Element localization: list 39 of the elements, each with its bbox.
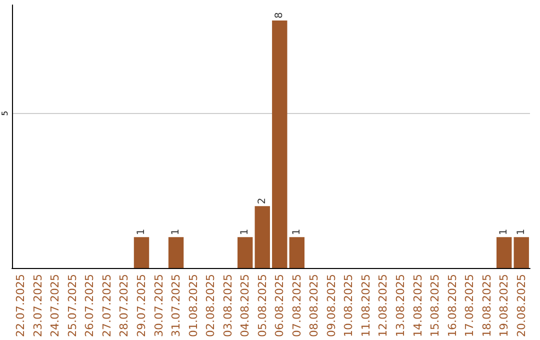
- x-tick-label: 10.08.2025: [342, 274, 356, 338]
- x-tick-label: 31.07.2025: [170, 274, 183, 338]
- data-label: 1: [498, 228, 510, 236]
- data-label: 1: [240, 228, 251, 236]
- x-tick-label: 09.08.2025: [324, 274, 338, 338]
- x-tick-label: 19.08.2025: [498, 274, 511, 338]
- x-tick-label: 04.08.2025: [238, 274, 252, 338]
- x-tick-label: 03.08.2025: [221, 274, 234, 338]
- x-tick-label: 12.08.2025: [376, 274, 390, 338]
- x-tick-label: 27.07.2025: [100, 274, 114, 338]
- x-tick-label: 01.08.2025: [186, 274, 200, 338]
- x-tick-label: 11.08.2025: [359, 274, 372, 338]
- x-tick-label: 22.07.2025: [14, 274, 28, 338]
- x-tick-label: 05.08.2025: [256, 274, 269, 338]
- x-tick-label: 06.08.2025: [273, 274, 286, 338]
- data-label: 2: [256, 198, 268, 204]
- x-tick-label: 30.07.2025: [152, 274, 166, 338]
- x-tick-label: 16.08.2025: [446, 274, 459, 338]
- x-tick-label: 18.08.2025: [480, 274, 494, 338]
- x-tick-label: 15.08.2025: [428, 274, 442, 338]
- x-tick-label: 26.07.2025: [83, 274, 96, 338]
- data-label: 8: [274, 12, 286, 18]
- data-label: 1: [516, 228, 527, 236]
- x-tick-label: 08.08.2025: [308, 274, 321, 338]
- x-tick-label: 07.08.2025: [290, 274, 304, 338]
- x-tick-label: 14.08.2025: [411, 274, 424, 338]
- x-tick-label: 24.07.2025: [48, 274, 62, 338]
- x-tick-label: 13.08.2025: [394, 274, 407, 338]
- x-tick-label: 25.07.2025: [66, 274, 79, 338]
- x-tick-label: 29.07.2025: [135, 274, 148, 338]
- x-tick-label: 02.08.2025: [204, 274, 218, 338]
- x-tick-label: 17.08.2025: [463, 274, 476, 338]
- data-label: 1: [170, 228, 182, 236]
- data-label: 1: [136, 228, 147, 236]
- y-tick-label: 5: [0, 110, 10, 116]
- x-tick-label: 23.07.2025: [31, 274, 44, 338]
- x-tick-label: 20.08.2025: [514, 274, 528, 338]
- x-tick-label: 28.07.2025: [118, 274, 131, 338]
- data-label: 1: [291, 228, 302, 236]
